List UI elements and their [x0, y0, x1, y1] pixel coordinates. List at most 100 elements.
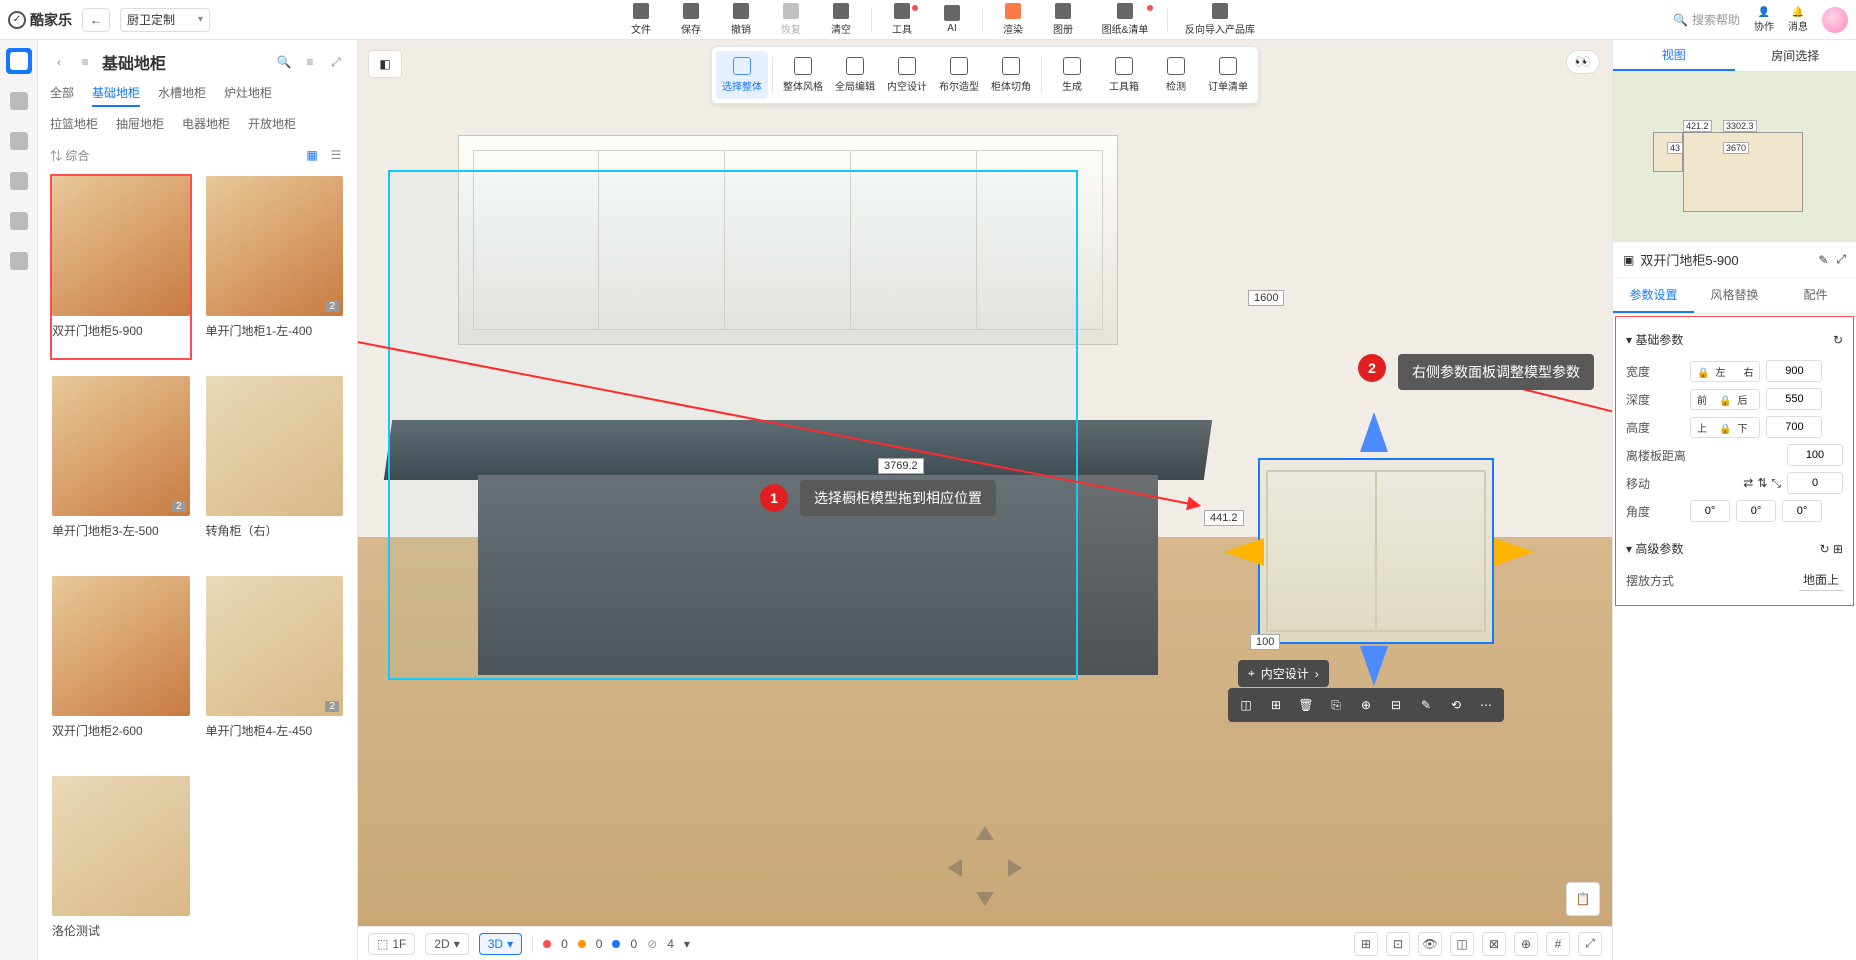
- model-card[interactable]: 转角柜（右）: [204, 374, 346, 560]
- tool-gallery[interactable]: 图册: [1039, 1, 1087, 39]
- ctx-btn-5[interactable]: ⊕: [1352, 692, 1380, 718]
- view-cube-button[interactable]: ◧: [368, 50, 402, 78]
- minimap-tab-room[interactable]: 房间选择: [1735, 40, 1856, 71]
- offset-input[interactable]: [1787, 444, 1843, 466]
- grid-view-button[interactable]: ▦: [303, 146, 321, 164]
- angle-x-input[interactable]: [1690, 500, 1730, 522]
- depth-lock[interactable]: 前🔒后: [1690, 389, 1760, 410]
- ctb-toolbox[interactable]: 工具箱: [1098, 51, 1150, 99]
- search-help[interactable]: 🔍 搜索帮助: [1673, 11, 1740, 28]
- ctx-btn-7[interactable]: ✎: [1412, 692, 1440, 718]
- model-card[interactable]: 2单开门地柜1-左-400: [204, 174, 346, 360]
- depth-input[interactable]: [1766, 388, 1822, 410]
- props-tab-parts[interactable]: 配件: [1775, 278, 1856, 313]
- view-2d[interactable]: 2D ▾: [425, 933, 468, 955]
- angle-y-input[interactable]: [1736, 500, 1776, 522]
- move-axis-icon[interactable]: ⇄: [1743, 476, 1753, 491]
- avatar[interactable]: [1822, 7, 1848, 33]
- ctx-btn-4[interactable]: ⎘: [1322, 692, 1350, 718]
- canvas-3d[interactable]: 3769.2 1600 441.2 100 ◧ 👀 选择整体 整体风格 全局编辑…: [358, 40, 1612, 960]
- cat-tab[interactable]: 全部: [50, 84, 74, 107]
- cat-tab[interactable]: 炉灶地柜: [224, 84, 272, 107]
- status-btn-3[interactable]: 👁: [1418, 932, 1442, 956]
- width-lock[interactable]: 🔒左右: [1690, 361, 1760, 382]
- mode-select[interactable]: 厨卫定制 ▾: [120, 8, 210, 32]
- tool-ai[interactable]: AI: [928, 1, 976, 39]
- rail-item-5[interactable]: [6, 208, 32, 234]
- cat-tab[interactable]: 基础地柜: [92, 84, 140, 107]
- rail-item-3[interactable]: [6, 128, 32, 154]
- cat-tab[interactable]: 拉篮地柜: [50, 115, 98, 136]
- sort-dropdown[interactable]: ⇅ 综合: [50, 147, 89, 164]
- ctx-btn-delete[interactable]: 🗑: [1292, 692, 1320, 718]
- nav-down[interactable]: [976, 892, 994, 906]
- edit-icon[interactable]: ✎: [1818, 253, 1828, 267]
- rail-item-4[interactable]: [6, 168, 32, 194]
- cat-tab[interactable]: 水槽地柜: [158, 84, 206, 107]
- tool-tools[interactable]: 工具: [878, 1, 926, 39]
- ctb-order[interactable]: 订单清单: [1202, 51, 1254, 99]
- reset-icon[interactable]: ↻: [1833, 333, 1843, 347]
- clipboard-button[interactable]: 📋: [1566, 882, 1600, 916]
- status-btn-2[interactable]: ⊡: [1386, 932, 1410, 956]
- nav-left[interactable]: [948, 859, 962, 877]
- gizmo-right[interactable]: [1494, 538, 1534, 566]
- collab-button[interactable]: 👤 协作: [1754, 7, 1774, 33]
- section-basic[interactable]: ▾ 基础参数↻: [1626, 325, 1843, 354]
- ctx-btn-more[interactable]: ⋯: [1472, 692, 1500, 718]
- minimap[interactable]: 421.2 3302.3 43 3670: [1613, 72, 1856, 242]
- ctb-style[interactable]: 整体风格: [777, 51, 829, 99]
- move-input[interactable]: [1787, 472, 1843, 494]
- rail-item-6[interactable]: [6, 248, 32, 274]
- tool-redo[interactable]: 恢复: [767, 1, 815, 39]
- message-button[interactable]: 🔔 消息: [1788, 7, 1808, 33]
- search-icon[interactable]: 🔍: [275, 53, 293, 71]
- status-btn-1[interactable]: ⊞: [1354, 932, 1378, 956]
- ctb-inspect[interactable]: 检测: [1150, 51, 1202, 99]
- back-button[interactable]: ←: [82, 8, 110, 32]
- ctb-global-edit[interactable]: 全局编辑: [829, 51, 881, 99]
- move-axis-icon[interactable]: ⤡: [1771, 476, 1781, 491]
- back-icon[interactable]: ‹: [50, 53, 68, 71]
- cat-tab[interactable]: 抽屉地柜: [116, 115, 164, 136]
- ctx-btn-8[interactable]: ⟲: [1442, 692, 1470, 718]
- warning-counts[interactable]: 0 0 0 ⊘4 ▾: [543, 937, 690, 951]
- rail-item-home[interactable]: [6, 48, 32, 74]
- gizmo-left[interactable]: [1224, 538, 1264, 566]
- ctx-btn-6[interactable]: ⊟: [1382, 692, 1410, 718]
- gizmo-up[interactable]: [1360, 412, 1388, 452]
- status-btn-6[interactable]: ⊕: [1514, 932, 1538, 956]
- rail-item-2[interactable]: [6, 88, 32, 114]
- ctx-btn-1[interactable]: ◫: [1232, 692, 1260, 718]
- tool-file[interactable]: 文件: [617, 1, 665, 39]
- robot-helper[interactable]: 👀: [1566, 50, 1600, 74]
- ctb-cut[interactable]: 柜体切角: [985, 51, 1037, 99]
- width-input[interactable]: [1766, 360, 1822, 382]
- status-btn-7[interactable]: #: [1546, 932, 1570, 956]
- context-chip[interactable]: ⌖ 内空设计 ›: [1238, 660, 1329, 687]
- ctb-interior[interactable]: 内空设计: [881, 51, 933, 99]
- status-btn-5[interactable]: ⊠: [1482, 932, 1506, 956]
- height-lock[interactable]: 上🔒下: [1690, 417, 1760, 438]
- expand-icon[interactable]: ⤢: [1836, 252, 1846, 267]
- nav-up[interactable]: [976, 826, 994, 840]
- gizmo-down[interactable]: [1360, 646, 1388, 686]
- list-view-button[interactable]: ☰: [327, 146, 345, 164]
- view-3d[interactable]: 3D ▾: [479, 933, 522, 955]
- cat-tab[interactable]: 电器地柜: [182, 115, 230, 136]
- status-btn-4[interactable]: ◫: [1450, 932, 1474, 956]
- tool-render[interactable]: 渲染: [989, 1, 1037, 39]
- ctx-btn-2[interactable]: ⊞: [1262, 692, 1290, 718]
- placed-cabinet[interactable]: [1258, 458, 1494, 644]
- props-tab-params[interactable]: 参数设置: [1613, 278, 1694, 313]
- height-input[interactable]: [1766, 416, 1822, 438]
- section-advanced[interactable]: ▾ 高级参数↻ ⊞: [1626, 534, 1843, 563]
- list-icon[interactable]: ≡: [76, 53, 94, 71]
- ctb-select[interactable]: 选择整体: [716, 51, 768, 99]
- props-tab-style[interactable]: 风格替换: [1694, 278, 1775, 313]
- expand-icon[interactable]: ⤢: [327, 53, 345, 71]
- floor-select[interactable]: ⬚ 1F: [368, 933, 415, 955]
- cat-tab[interactable]: 开放地柜: [248, 115, 296, 136]
- nav-right[interactable]: [1008, 859, 1022, 877]
- model-card[interactable]: 双开门地柜5-900: [50, 174, 192, 360]
